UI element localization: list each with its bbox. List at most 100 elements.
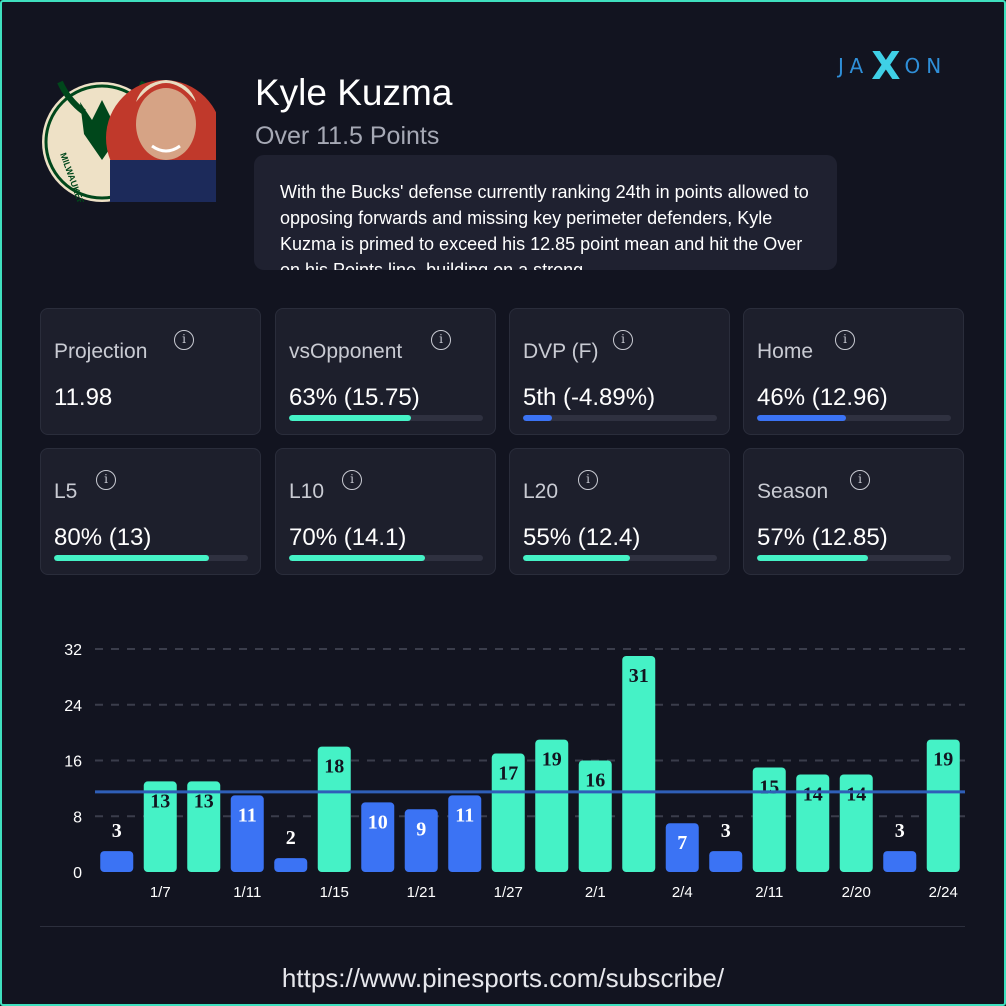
stat-card-vsopponent: vsOpponent i 63% (15.75) (275, 308, 496, 435)
stat-label: vsOpponent (289, 340, 403, 363)
bar-value-label: 9 (416, 818, 426, 840)
stat-label: DVP (F) (523, 340, 599, 363)
stat-card-season: Season i 57% (12.85) (743, 448, 964, 575)
progress-fill (523, 415, 553, 421)
x-tick-label: 1/27 (494, 884, 523, 901)
bar-value-label: 17 (498, 763, 518, 785)
bar-value-label: 3 (895, 820, 905, 842)
progress-fill (54, 555, 210, 561)
stat-label: Home (757, 340, 814, 363)
player-name: Kyle Kuzma (255, 72, 453, 113)
y-tick-label: 0 (73, 865, 82, 882)
stat-card-projection: Projection i 11.98 (40, 308, 261, 435)
bar-value-label: 11 (238, 804, 257, 826)
progress-track (523, 415, 717, 421)
bar (622, 655, 656, 872)
bar-value-label: 3 (721, 820, 731, 842)
info-icon[interactable]: i (613, 330, 633, 350)
progress-track (54, 555, 248, 561)
stat-value: 5th (-4.89%) (523, 384, 656, 411)
stat-label: Projection (54, 340, 148, 363)
y-tick-label: 32 (64, 642, 82, 659)
progress-track (757, 555, 951, 561)
bar (709, 851, 743, 872)
bar (100, 851, 134, 872)
bar (361, 802, 395, 872)
x-tick-label: 2/4 (672, 884, 693, 901)
x-tick-label: 1/11 (233, 884, 261, 901)
stat-value: 11.98 (54, 384, 113, 411)
progress-fill (523, 555, 630, 561)
bar-value-label: 19 (542, 749, 562, 771)
prop-line: Over 11.5 Points (255, 122, 440, 150)
analysis-text-box[interactable]: With the Bucks' defense currently rankin… (254, 155, 837, 270)
bar-value-label: 31 (629, 665, 649, 687)
bar (274, 858, 308, 872)
stat-value: 46% (12.96) (757, 384, 888, 411)
y-tick-label: 8 (73, 809, 82, 826)
progress-fill (289, 415, 412, 421)
bar (230, 795, 264, 872)
bar-value-label: 14 (803, 783, 823, 805)
info-icon[interactable]: i (431, 330, 451, 350)
bar (448, 795, 482, 872)
bar-value-label: 3 (112, 820, 122, 842)
progress-track (757, 415, 951, 421)
y-tick-label: 24 (64, 698, 82, 715)
progress-fill (757, 555, 868, 561)
progress-track (289, 555, 483, 561)
bar (578, 760, 612, 872)
info-icon[interactable]: i (174, 330, 194, 350)
bar (752, 767, 786, 872)
stat-label: L5 (54, 480, 78, 503)
stat-value: 70% (14.1) (289, 524, 407, 551)
bar (404, 809, 438, 872)
info-icon[interactable]: i (850, 470, 870, 490)
bar-value-label: 13 (194, 790, 214, 812)
bar (796, 774, 830, 872)
player-avatar: MILWAUKEE (42, 80, 216, 202)
jaxon-logo: JA X ON (838, 44, 962, 88)
x-tick-label: 1/15 (320, 884, 349, 901)
progress-track (289, 415, 483, 421)
info-icon[interactable]: i (578, 470, 598, 490)
x-tick-label: 2/20 (842, 884, 871, 901)
divider (40, 926, 965, 927)
progress-fill (289, 555, 425, 561)
progress-fill (757, 415, 847, 421)
x-tick-label: 2/11 (755, 884, 783, 901)
brand-left: JA (838, 54, 870, 78)
stat-card-home: Home i 46% (12.96) (743, 308, 964, 435)
y-tick-label: 16 (64, 754, 82, 771)
x-tick-label: 1/21 (407, 884, 436, 901)
bar (491, 753, 525, 872)
bar (143, 781, 177, 872)
stat-value: 80% (13) (54, 524, 152, 551)
bar-value-label: 2 (286, 827, 296, 849)
bar-value-label: 14 (846, 783, 866, 805)
x-tick-label: 2/24 (929, 884, 958, 901)
x-tick-label: 1/7 (150, 884, 171, 901)
bar (665, 823, 699, 872)
bar-value-label: 7 (677, 832, 687, 854)
stat-label: L20 (523, 480, 559, 503)
brand-right: ON (904, 54, 948, 78)
bar-value-label: 19 (933, 749, 953, 771)
analysis-text: With the Bucks' defense currently rankin… (280, 182, 809, 270)
bar (187, 781, 221, 872)
stat-value: 55% (12.4) (523, 524, 641, 551)
progress-track (523, 555, 717, 561)
bar-value-label: 18 (324, 756, 344, 778)
info-icon[interactable]: i (96, 470, 116, 490)
stat-card-l10: L10 i 70% (14.1) (275, 448, 496, 575)
info-icon[interactable]: i (835, 330, 855, 350)
subscribe-link[interactable]: https://www.pinesports.com/subscribe/ (281, 963, 725, 993)
info-icon[interactable]: i (342, 470, 362, 490)
bar-value-label: 16 (585, 770, 605, 792)
stat-card-dvp: DVP (F) i 5th (-4.89%) (509, 308, 730, 435)
bar (926, 739, 960, 872)
x-tick-label: 2/1 (585, 884, 606, 901)
stat-label: L10 (289, 480, 325, 503)
stat-value: 63% (15.75) (289, 384, 420, 411)
